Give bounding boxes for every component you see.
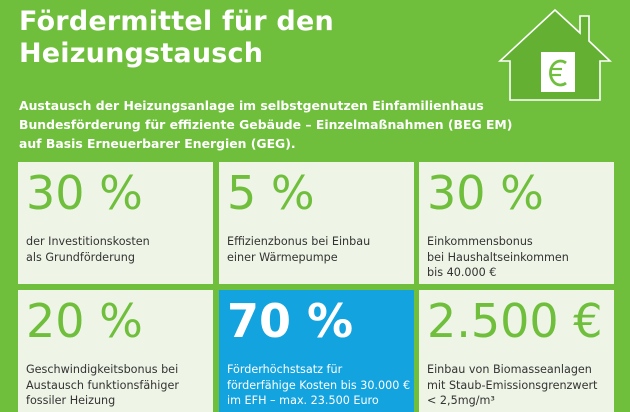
card-description: der Investitionskosten als Grundförderun… xyxy=(26,234,209,265)
card-desc-line: bei Haushaltseinkommen xyxy=(427,250,569,264)
card-value: 30 % xyxy=(26,166,143,220)
card-value: 70 % xyxy=(227,294,354,348)
card-description: Förderhöchstsatz für förderfähige Kosten… xyxy=(227,362,410,409)
house-euro-icon xyxy=(497,8,612,101)
card-effizienzbonus: 5 % Effizienzbonus bei Einbau einer Wärm… xyxy=(219,162,414,284)
page-title: Fördermittel für den Heizungstausch xyxy=(19,6,459,70)
card-geschwindigkeitsbonus: 20 % Geschwindigkeitsbonus bei Austausch… xyxy=(18,290,213,412)
card-desc-line: Austausch funktionsfähiger xyxy=(26,378,179,392)
card-grundfoerderung: 30 % der Investitionskosten als Grundför… xyxy=(18,162,213,284)
card-value: 30 % xyxy=(427,166,544,220)
card-desc-line: der Investitionskosten xyxy=(26,235,150,248)
title-line-1: Fördermittel für den xyxy=(19,6,334,37)
card-value: 20 % xyxy=(26,294,143,348)
card-desc-line: < 2,5mg/m³ xyxy=(427,394,495,407)
subtitle: Austausch der Heizungsanlage im selbstge… xyxy=(19,96,513,153)
card-description: Effizienzbonus bei Einbau einer Wärmepum… xyxy=(227,234,410,265)
card-desc-line: Effizienzbonus bei Einbau xyxy=(227,235,371,248)
subtitle-line-2: Bundesförderung für effiziente Gebäude –… xyxy=(19,117,513,132)
card-desc-line: mit Staub-Emissionsgrenzwert xyxy=(427,378,598,392)
card-desc-line: bis 40.000 € xyxy=(427,266,497,279)
card-desc-line: Einkommensbonus xyxy=(427,235,533,248)
card-description: Einkommensbonus bei Haushaltseinkommen b… xyxy=(427,234,610,281)
card-description: Geschwindigkeitsbonus bei Austausch funk… xyxy=(26,362,209,409)
card-desc-line: Geschwindigkeitsbonus bei xyxy=(26,363,179,376)
subtitle-line-1: Austausch der Heizungsanlage im selbstge… xyxy=(19,98,484,113)
card-einkommensbonus: 30 % Einkommensbonus bei Haushaltseinkom… xyxy=(419,162,614,284)
card-desc-line: einer Wärmepumpe xyxy=(227,250,338,264)
card-value: 2.500 € xyxy=(427,294,603,348)
card-desc-line: Förderhöchstsatz für xyxy=(227,363,343,376)
card-value: 5 % xyxy=(227,166,315,220)
card-desc-line: fossiler Heizung xyxy=(26,394,116,407)
subtitle-line-3: auf Basis Erneuerbarer Energien (GEG). xyxy=(19,136,296,151)
card-description: Einbau von Biomasseanlagen mit Staub-Emi… xyxy=(427,362,610,409)
card-desc-line: Einbau von Biomasseanlagen xyxy=(427,363,592,376)
card-biomasse: 2.500 € Einbau von Biomasseanlagen mit S… xyxy=(419,290,614,412)
card-desc-line: förderfähige Kosten bis 30.000 € xyxy=(227,378,411,392)
card-desc-line: als Grundförderung xyxy=(26,250,135,264)
title-line-2: Heizungstausch xyxy=(19,38,264,69)
card-foerderhoechstsatz: 70 % Förderhöchstsatz für förderfähige K… xyxy=(219,290,414,412)
card-desc-line: im EFH – max. 23.500 Euro xyxy=(227,394,379,407)
